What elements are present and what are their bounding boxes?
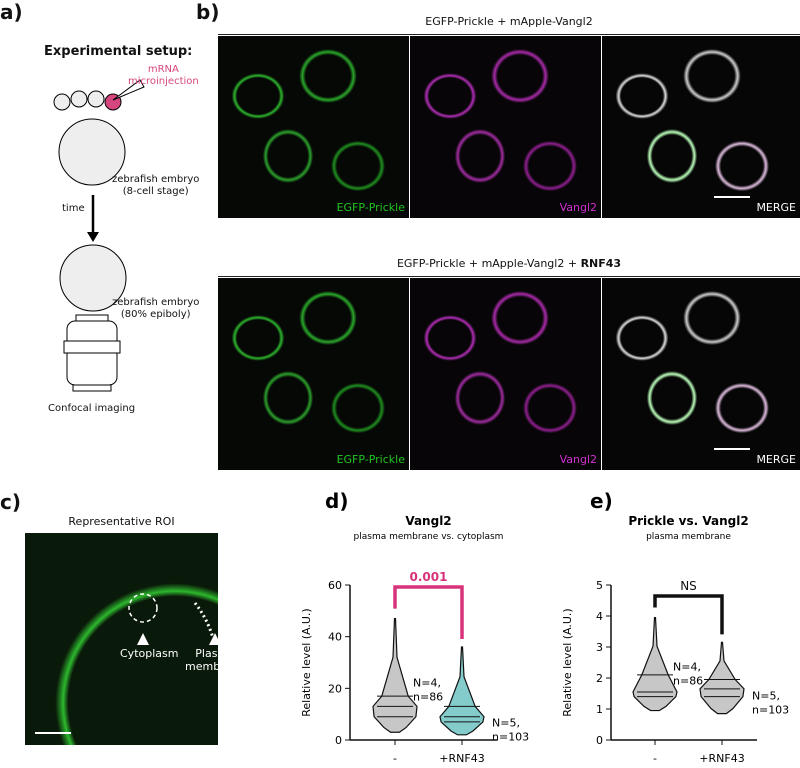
n-annotation: N=4, <box>673 661 701 674</box>
time-label: time <box>62 203 85 214</box>
significance-label: 0.001 <box>410 570 448 584</box>
y-tick-label: 20 <box>328 682 342 695</box>
blastomere <box>87 90 105 108</box>
violin <box>439 646 485 736</box>
n-annotation: n=86 <box>413 691 443 704</box>
n-annotation: n=86 <box>673 675 703 688</box>
embryo-8-cell <box>58 118 126 186</box>
n-annotation: N=5, <box>752 690 780 703</box>
injection-label: mRNA microinjection <box>128 64 199 87</box>
stage1-label: zebrafish embryo (8-cell stage) <box>112 174 200 197</box>
image-merge-rnf43: MERGE <box>602 278 800 470</box>
significance-bracket <box>393 585 464 639</box>
scale-bar <box>714 196 750 198</box>
roi-image: Cytoplasm Plasmamembrane <box>25 533 218 745</box>
violin <box>699 641 745 715</box>
image-vangl2: Vangl2 <box>410 36 601 218</box>
y-axis-label: Relative level (A.U.) <box>300 608 313 716</box>
scale-bar <box>714 448 750 450</box>
y-tick-label: 4 <box>596 610 603 623</box>
significance-label: NS <box>680 579 697 593</box>
imaging-label: Confocal imaging <box>48 403 136 414</box>
image-egfp-prickle-rnf43: EGFP-Prickle <box>218 278 409 470</box>
blastomere <box>53 93 71 111</box>
chart-title: Vangl2 <box>405 514 451 528</box>
y-tick-label: 60 <box>328 579 342 592</box>
y-tick-label: 0 <box>596 734 603 747</box>
setup-diagram <box>53 79 145 392</box>
y-tick-label: 3 <box>596 641 603 654</box>
x-tick-label: - <box>653 752 657 765</box>
arrowhead-icon <box>209 633 218 645</box>
setup-title: Experimental setup: <box>44 44 193 59</box>
significance-bracket <box>653 594 724 635</box>
panel-label: d) <box>325 489 348 513</box>
image-merge: MERGE <box>602 36 800 218</box>
panel-c-label: c) <box>0 490 21 514</box>
y-tick-label: 5 <box>596 579 603 592</box>
chart-title: Prickle vs. Vangl2 <box>628 514 748 528</box>
stage2-label: zebrafish embryo (80% epiboly) <box>112 297 200 320</box>
y-tick-label: 1 <box>596 703 603 716</box>
y-tick-label: 2 <box>596 672 603 685</box>
violin <box>372 617 418 733</box>
x-tick-label: +RNF43 <box>699 752 744 765</box>
cytoplasm-label: Cytoplasm <box>120 647 179 660</box>
image-vangl2-rnf43: Vangl2 <box>410 278 601 470</box>
n-annotation: N=4, <box>413 677 441 690</box>
arrowhead-icon <box>137 633 149 645</box>
n-annotation: N=5, <box>492 716 520 729</box>
embryo-epiboly <box>59 244 127 312</box>
chart-subtitle: plasma membrane <box>646 532 731 542</box>
blastomere <box>70 90 88 108</box>
violin <box>632 616 678 712</box>
row2-title: EGFP-Prickle + mApple-Vangl2 + RNF43 <box>396 257 622 270</box>
y-tick-label: 0 <box>335 734 342 747</box>
membrane-label: Plasmamembrane <box>185 647 218 673</box>
needle-icon <box>112 79 145 101</box>
panel-a-label: a) <box>0 0 23 24</box>
panel-label: e) <box>590 489 613 513</box>
chart-subtitle: plasma membrane vs. cytoplasm <box>354 532 504 542</box>
y-axis-label: Relative level (A.U.) <box>561 608 574 716</box>
n-annotation: n=103 <box>492 730 529 743</box>
x-tick-label: - <box>393 752 397 765</box>
image-egfp-prickle: EGFP-Prickle <box>218 36 409 218</box>
n-annotation: n=103 <box>752 704 789 717</box>
x-tick-label: +RNF43 <box>439 752 484 765</box>
panel-b-label: b) <box>196 0 220 24</box>
roi-title: Representative ROI <box>68 515 175 528</box>
y-tick-label: 40 <box>328 631 342 644</box>
row1-title: EGFP-Prickle + mApple-Vangl2 <box>425 15 593 28</box>
